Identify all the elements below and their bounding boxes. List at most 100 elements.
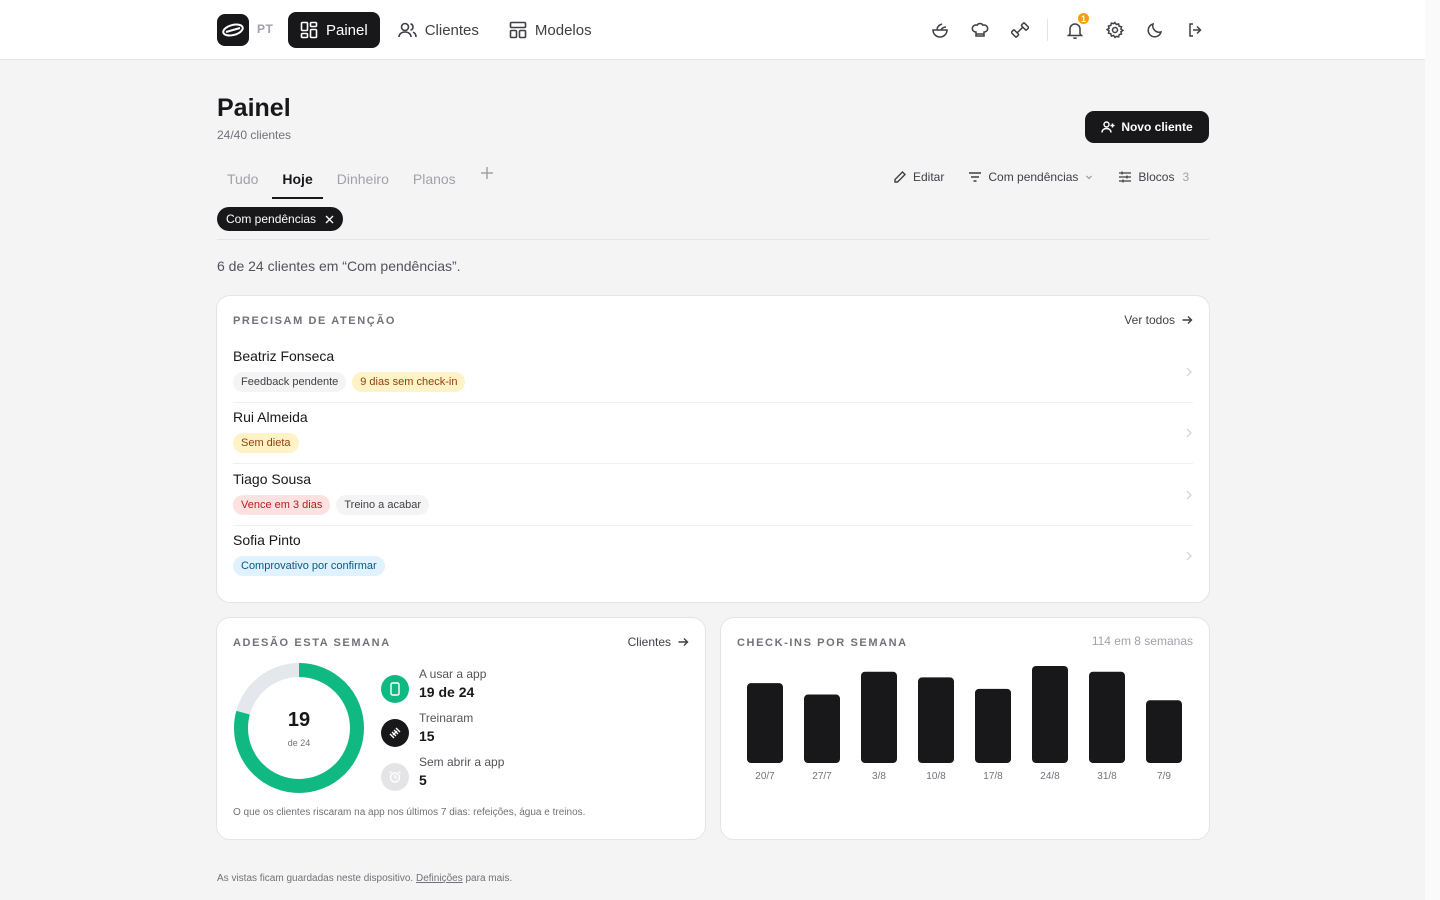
filter-icon (969, 172, 982, 182)
settings-link[interactable]: Definições (416, 873, 463, 884)
alarm-clock-icon (389, 770, 401, 783)
status-tag: Vence em 3 dias (233, 495, 331, 515)
bar-20-7 (747, 683, 783, 763)
bar-10-8 (918, 677, 954, 763)
client-tags: Comprovativo por confirmar (233, 556, 385, 576)
view-toolbar: Editar Com pendências Blocos 3 (893, 170, 1189, 184)
edit-view-button[interactable]: Editar (893, 170, 944, 184)
checkins-total: 114 em 8 semanas (1091, 634, 1193, 648)
x-tick-label: 27/7 (812, 771, 832, 782)
client-name: Sofia Pinto (233, 532, 301, 548)
filter-label: Com pendências (988, 170, 1079, 184)
view-tabs: Tudo Hoje Dinheiro Planos (217, 162, 504, 199)
nav-painel[interactable]: Painel (288, 12, 380, 48)
users-icon (397, 22, 417, 38)
settings-button[interactable] (1100, 14, 1130, 46)
arrow-right-icon (678, 638, 689, 646)
clients-link-label: Clientes (627, 635, 671, 649)
blocks-label: Blocos (1138, 170, 1175, 184)
attention-row[interactable]: Beatriz Fonseca Feedback pendente 9 dias… (233, 342, 1193, 403)
tab-dinheiro[interactable]: Dinheiro (336, 171, 389, 187)
chef-hat-icon (971, 22, 989, 37)
adherence-note: O que os clientes riscaram na app nos úl… (233, 807, 586, 818)
client-name: Rui Almeida (233, 409, 308, 425)
client-count: 24/40 clientes (217, 128, 292, 142)
stat-trained: Treinaram 15 (381, 711, 473, 747)
new-client-button[interactable]: Novo cliente (1085, 111, 1209, 143)
templates-icon (509, 21, 527, 39)
stat-value: 19 de 24 (419, 684, 475, 700)
status-tag: 9 dias sem check-in (352, 372, 466, 392)
logout-icon (1189, 23, 1202, 37)
stat-icon (381, 763, 409, 791)
nav-clientes[interactable]: Clientes (386, 12, 491, 48)
plus-icon (480, 167, 493, 179)
logout-button[interactable] (1180, 14, 1210, 46)
close-icon[interactable] (325, 215, 334, 224)
x-tick-label: 20/7 (755, 771, 775, 782)
stat-label: A usar a app (419, 667, 487, 681)
theme-toggle-button[interactable] (1140, 14, 1170, 46)
blocks-count: 3 (1182, 170, 1190, 184)
donut-center: 19 de 24 (233, 662, 365, 794)
filter-chip-label: Com pendências (226, 212, 317, 226)
clients-link[interactable]: Clientes (628, 635, 689, 649)
chevron-right-icon (1186, 551, 1192, 561)
nav-modelos[interactable]: Modelos (497, 12, 604, 48)
x-tick-label: 24/8 (1040, 771, 1060, 782)
see-all-link[interactable]: Ver todos (1124, 313, 1193, 327)
status-tag: Feedback pendente (233, 372, 347, 392)
edit-view-label: Editar (913, 170, 945, 184)
nav-modelos-label: Modelos (534, 21, 592, 39)
donut-progress (234, 663, 364, 793)
stat-value: 5 (419, 772, 427, 788)
filter-dropdown[interactable]: Com pendências (968, 170, 1094, 184)
active-filter-chip[interactable]: Com pendências (217, 207, 344, 231)
see-all-label: Ver todos (1124, 313, 1175, 327)
status-tag: Comprovativo por confirmar (233, 556, 385, 576)
stat-using-app: A usar a app 19 de 24 (381, 667, 486, 703)
arrow-right-icon (1182, 316, 1193, 324)
salad-bowl-icon (932, 23, 948, 38)
tab-hoje[interactable]: Hoje (272, 162, 324, 199)
attention-card: PRECISAM DE ATENÇÃO Ver todos Beatriz Fo… (216, 295, 1210, 603)
bar-7-9 (1146, 700, 1182, 763)
attention-row[interactable]: Rui Almeida Sem dieta (233, 403, 1193, 464)
status-tag: Sem dieta (233, 433, 299, 453)
stat-value: 15 (419, 728, 435, 744)
logo-mark-icon (222, 23, 244, 37)
client-tags: Sem dieta (233, 433, 299, 453)
nutrition-button[interactable] (925, 14, 955, 46)
language-switch[interactable]: PT (257, 22, 274, 36)
window-scrollbar[interactable] (1425, 0, 1440, 900)
tab-planos[interactable]: Planos (412, 171, 456, 187)
workouts-button[interactable] (1005, 14, 1035, 46)
chef-button[interactable] (965, 14, 995, 46)
bell-icon (1066, 23, 1084, 39)
notifications-button[interactable]: 1 (1060, 11, 1091, 46)
attention-row[interactable]: Tiago Sousa Vence em 3 dias Treino a aca… (233, 465, 1193, 526)
dumbbell-icon (1011, 22, 1029, 38)
chevron-right-icon (1186, 428, 1192, 438)
page-footer: As vistas ficam guardadas neste disposit… (217, 873, 512, 884)
topbar-divider (1047, 19, 1048, 41)
stat-label: Treinaram (419, 711, 474, 725)
donut-chart (234, 663, 364, 793)
client-tags: Vence em 3 dias Treino a acabar (233, 495, 429, 515)
nav-clientes-label: Clientes (424, 21, 479, 39)
tab-tudo[interactable]: Tudo (227, 171, 259, 187)
bar-3-8 (861, 671, 897, 763)
app-logo[interactable] (217, 14, 249, 46)
attention-row[interactable]: Sofia Pinto Comprovativo por confirmar (233, 526, 1193, 587)
top-bar: PT Painel Clientes Modelos (0, 0, 1425, 60)
phone-icon (390, 682, 400, 696)
new-client-label: Novo cliente (1121, 120, 1193, 134)
moon-icon (1147, 22, 1163, 38)
notification-count-badge: 1 (1076, 11, 1091, 26)
x-tick-label: 3/8 (872, 771, 886, 782)
add-view-button[interactable] (470, 162, 504, 199)
donut-value: 19 (287, 708, 311, 731)
blocks-button[interactable]: Blocos 3 (1118, 170, 1189, 184)
bar-31-8 (1089, 671, 1125, 763)
chevron-right-icon (1186, 367, 1192, 377)
